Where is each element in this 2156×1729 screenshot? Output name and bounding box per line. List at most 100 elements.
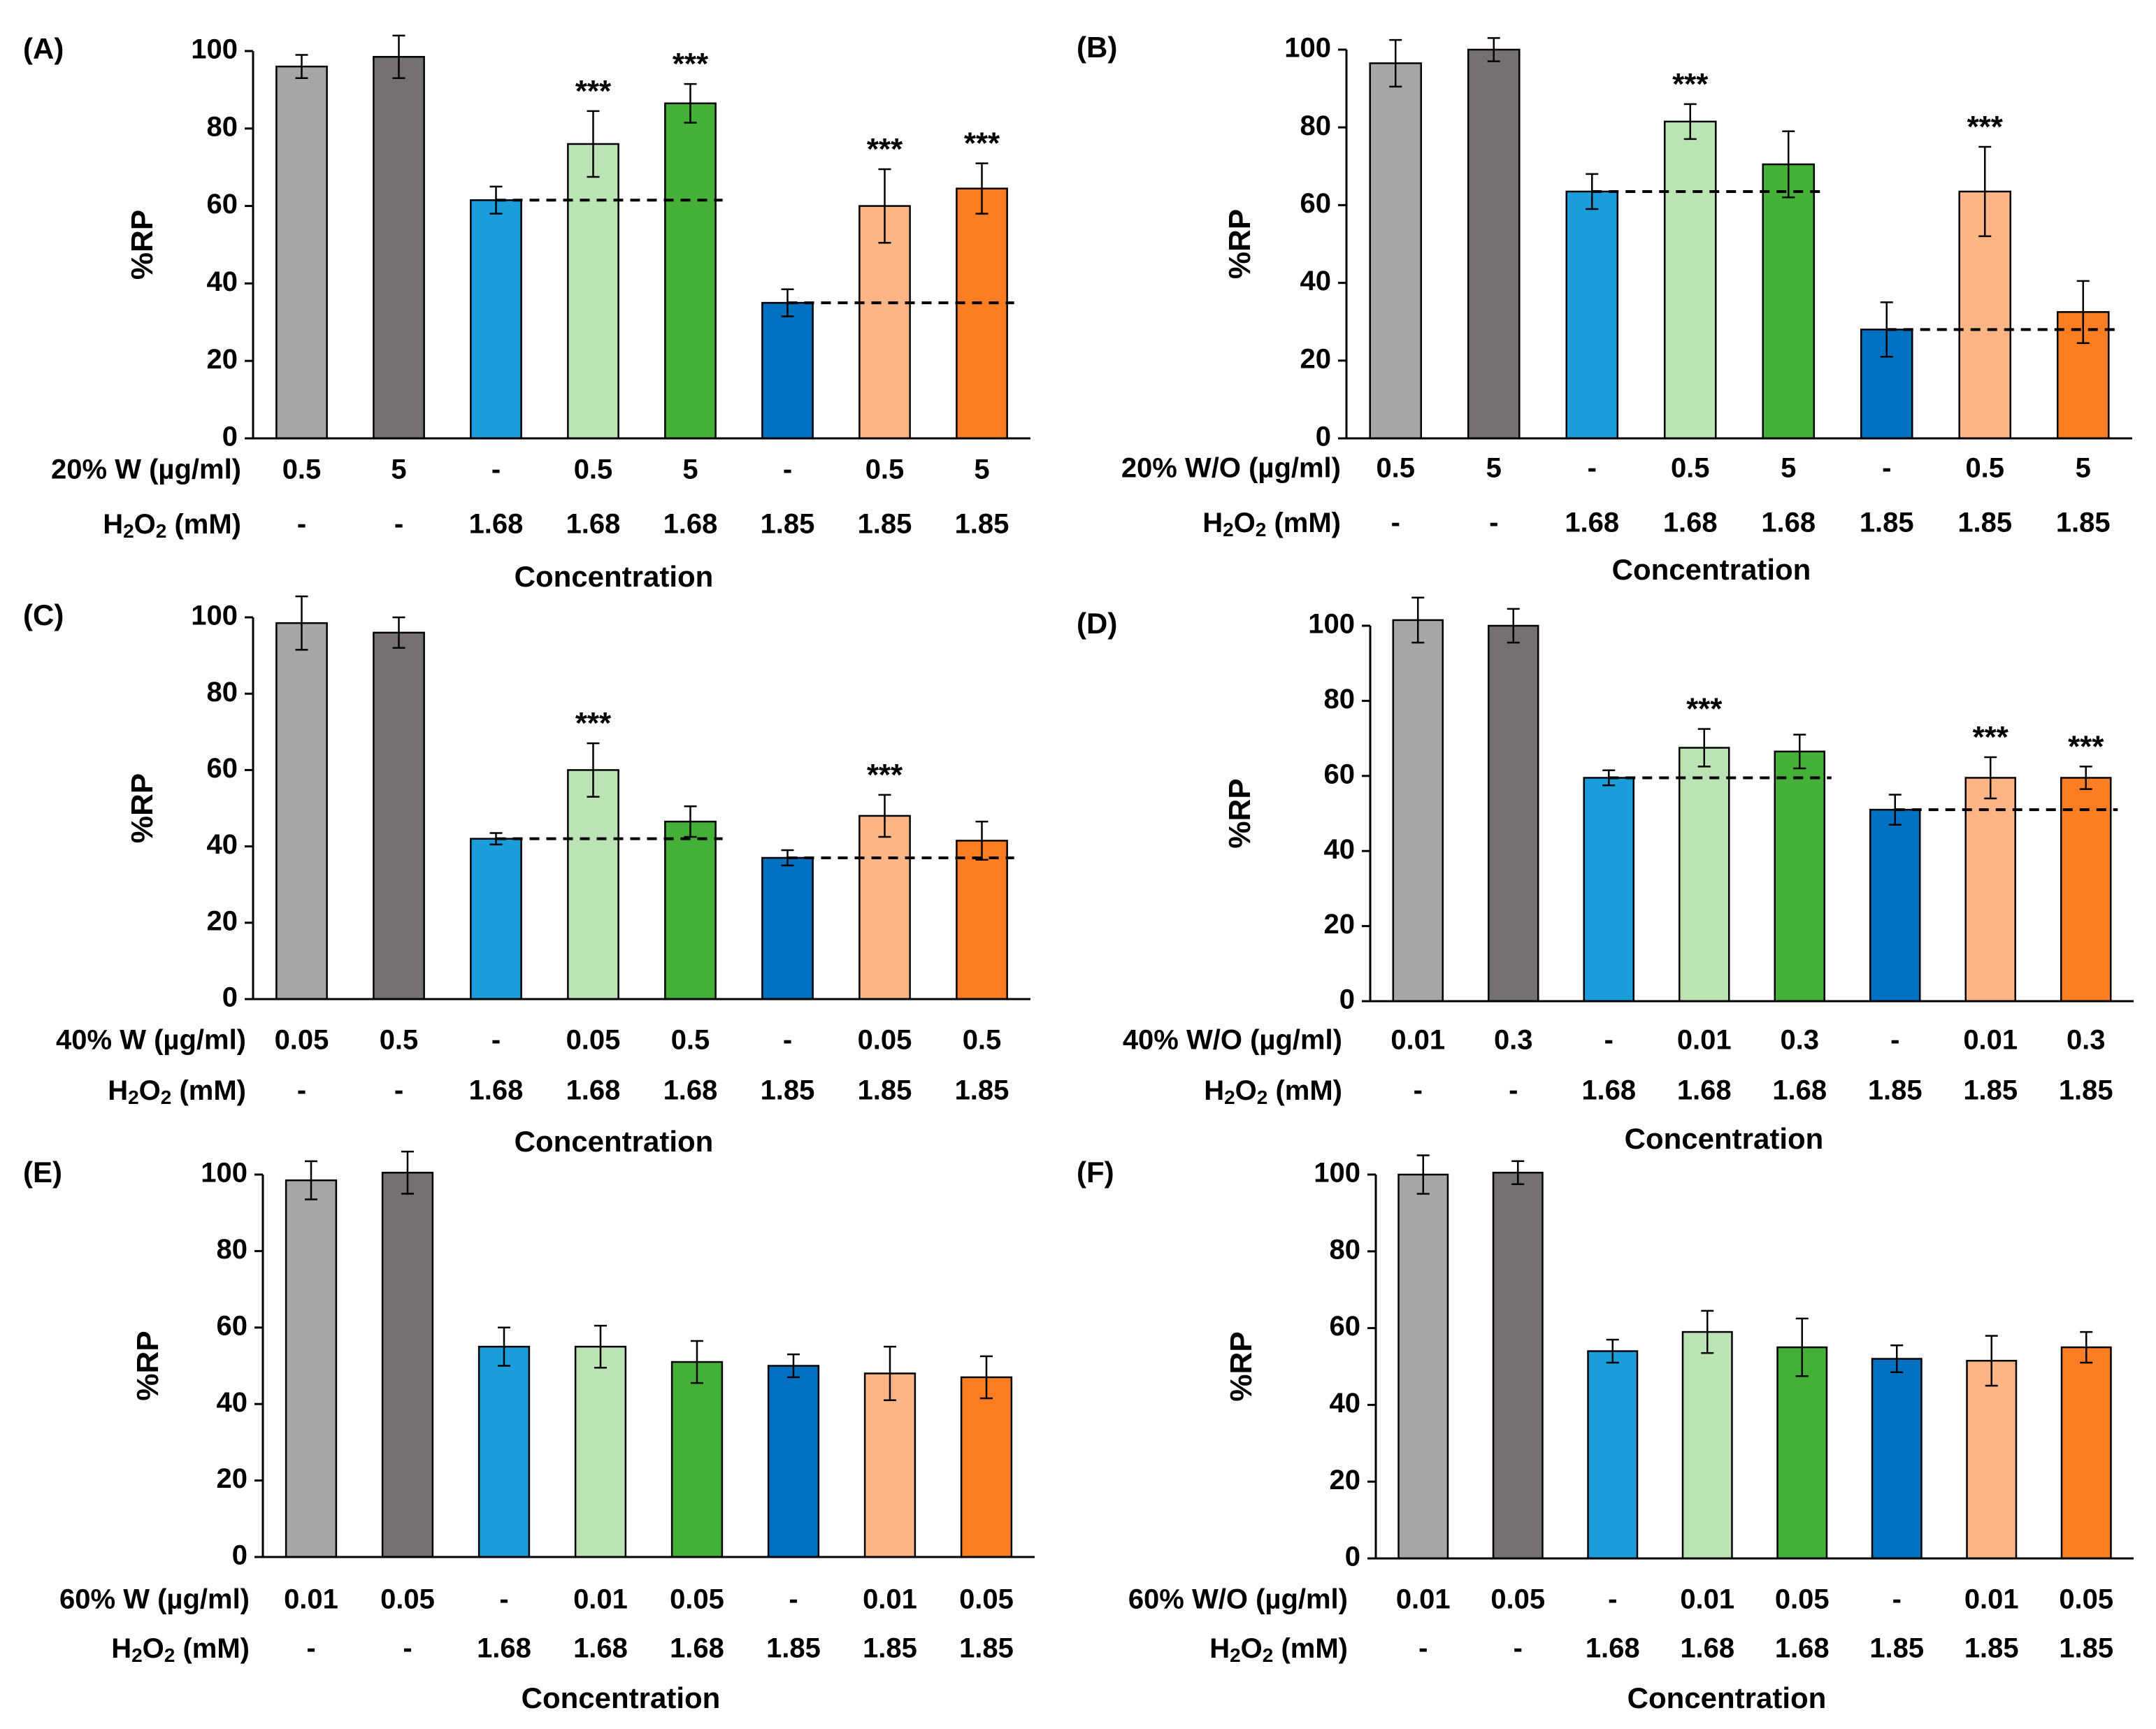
h2o2-value-label: 1.85 (955, 509, 1009, 540)
bar (1681, 1330, 1733, 1560)
subscript: 2 (1263, 1644, 1274, 1666)
label-part: H (1209, 1633, 1230, 1664)
bar (664, 820, 717, 1000)
panel-label: (B) (1077, 31, 1117, 64)
y-tick-label: 0 (1316, 422, 1331, 452)
bar (1397, 1173, 1449, 1560)
h2o2-value-label: 1.85 (959, 1633, 1014, 1664)
label-part: O (1235, 1075, 1257, 1106)
h2o2-value-label: - (394, 1075, 403, 1106)
x-category-label: - (1608, 1584, 1617, 1615)
bar (956, 187, 1008, 440)
h2o2-value-label: 1.85 (863, 1633, 917, 1664)
h2o2-row-label: H2O2 (mM) (1202, 508, 1341, 541)
h2o2-value-label: 1.68 (566, 1075, 621, 1106)
y-tick-label: 40 (207, 829, 238, 860)
significance-marker: *** (2068, 729, 2104, 763)
y-axis-title: %RP (1223, 778, 1257, 848)
h2o2-value-label: 1.85 (858, 1075, 912, 1106)
h2o2-value-label: - (1391, 508, 1400, 538)
h2o2-value-label: 1.68 (566, 509, 621, 540)
x-category-label: 0.5 (282, 454, 322, 485)
bar (2060, 777, 2112, 1003)
x-category-label: 0.5 (1376, 453, 1415, 484)
h2o2-value-label: 1.85 (955, 1075, 1009, 1106)
x-category-label: - (1892, 1584, 1902, 1615)
h2o2-value-label: 1.68 (469, 1075, 524, 1106)
bar (1776, 1346, 1828, 1560)
x-category-label: 5 (2076, 453, 2091, 484)
label-part: H (111, 1633, 131, 1664)
label-part: O (1241, 1633, 1263, 1664)
panel-label: (A) (23, 32, 64, 65)
y-tick-label: 80 (207, 677, 238, 708)
h2o2-value-label: 1.68 (1565, 508, 1619, 538)
h2o2-row-label: H2O2 (mM) (111, 1633, 250, 1667)
y-tick-label: 40 (217, 1387, 248, 1418)
y-tick-label: 20 (217, 1463, 248, 1494)
x-category-label: 5 (974, 454, 989, 485)
treatment-row-label: 20% W (µg/ml) (51, 454, 241, 485)
y-tick-label: 20 (1300, 343, 1332, 374)
h2o2-value-label: 1.85 (1869, 1633, 1924, 1664)
label-part: O (143, 1633, 164, 1664)
chart-panel: (D) %RP 0 20 40 60 80 100 *** *** *** 40% W/O (µg/m… (1077, 596, 2134, 1155)
subscript: 2 (131, 1644, 143, 1666)
x-category-label: 0.01 (1963, 1025, 2018, 1056)
x-category-label: - (1604, 1025, 1614, 1056)
x-category-label: - (1890, 1025, 1899, 1056)
y-axis-title: %RP (125, 773, 159, 843)
y-tick-label: 0 (1345, 1542, 1360, 1572)
bar (373, 631, 425, 1000)
x-category-label: 0.01 (1964, 1584, 2019, 1615)
x-axis-title: Concentration (515, 560, 714, 593)
significance-marker: *** (1973, 720, 2009, 754)
y-tick-label: 20 (1324, 909, 1356, 940)
x-category-label: 0.05 (275, 1025, 329, 1056)
x-category-label: 0.05 (2059, 1584, 2113, 1615)
h2o2-value-label: 1.68 (1581, 1075, 1636, 1106)
x-category-label: 0.01 (1396, 1584, 1451, 1615)
x-category-label: - (783, 454, 792, 485)
x-category-label: 0.5 (1965, 453, 2004, 484)
bar (761, 856, 814, 1000)
x-category-label: 5 (391, 454, 406, 485)
y-tick-label: 80 (1300, 110, 1332, 141)
panel-label: (F) (1077, 1156, 1114, 1189)
y-tick-label: 0 (222, 982, 238, 1013)
x-category-label: 0.5 (865, 454, 905, 485)
h2o2-value-label: 1.85 (2056, 508, 2111, 538)
y-tick-label: 0 (222, 422, 238, 452)
bar (670, 1361, 724, 1558)
bar (1871, 1358, 1923, 1560)
h2o2-value-label: 1.85 (766, 1633, 821, 1664)
bar (574, 1345, 627, 1558)
x-category-label: 0.01 (284, 1584, 338, 1615)
x-category-label: 0.3 (2067, 1025, 2106, 1056)
y-axis-title: %RP (131, 1330, 165, 1400)
bar (1587, 1350, 1639, 1560)
x-category-label: 0.01 (573, 1584, 628, 1615)
x-category-label: - (499, 1584, 508, 1615)
bar (275, 622, 328, 1000)
y-tick-label: 60 (207, 753, 238, 784)
x-axis-title: Concentration (515, 1125, 714, 1158)
x-category-label: 0.05 (670, 1584, 724, 1615)
bar (1467, 48, 1521, 440)
significance-marker: *** (867, 132, 903, 166)
h2o2-value-label: - (1509, 1075, 1518, 1106)
h2o2-value-label: 1.68 (1677, 1075, 1732, 1106)
x-axis-title: Concentration (1612, 553, 1811, 586)
h2o2-value-label: 1.68 (1680, 1633, 1734, 1664)
x-axis-title: Concentration (1627, 1681, 1827, 1714)
y-tick-label: 0 (232, 1540, 247, 1571)
h2o2-value-label: 1.68 (1772, 1075, 1827, 1106)
h2o2-value-label: - (1489, 508, 1498, 538)
x-category-label: 5 (1781, 453, 1796, 484)
h2o2-value-label: 1.85 (1957, 508, 2012, 538)
y-tick-label: 60 (1300, 188, 1332, 219)
subscript: 2 (1256, 519, 1267, 540)
panel-label: (E) (23, 1156, 62, 1189)
treatment-row-label: 60% W/O (µg/ml) (1128, 1584, 1348, 1615)
